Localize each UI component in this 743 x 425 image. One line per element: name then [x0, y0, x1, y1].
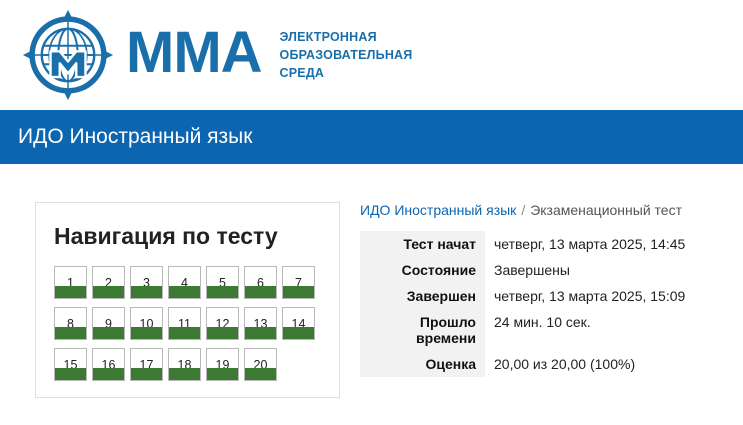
question-nav-button[interactable]: 1 — [54, 266, 87, 299]
question-state-indicator — [283, 327, 314, 339]
question-state-indicator — [131, 327, 162, 339]
question-state-indicator — [245, 327, 276, 339]
question-nav-button[interactable]: 14 — [282, 307, 315, 340]
summary-row-label: Тест начат — [360, 231, 485, 257]
question-nav-button[interactable]: 17 — [130, 348, 163, 381]
page-title: ИДО Иностранный язык — [18, 125, 253, 148]
question-nav-number: 8 — [67, 316, 74, 331]
question-nav-button[interactable]: 12 — [206, 307, 239, 340]
question-nav-number: 4 — [181, 275, 188, 290]
table-row: Оценка 20,00 из 20,00 (100%) — [360, 351, 743, 377]
question-state-indicator — [55, 368, 86, 380]
summary-row-value: Завершены — [485, 257, 743, 283]
table-row: Прошло времени 24 мин. 10 сек. — [360, 309, 743, 351]
question-state-indicator — [207, 327, 238, 339]
question-state-indicator — [169, 368, 200, 380]
question-nav-button[interactable]: 7 — [282, 266, 315, 299]
quiz-navigation-region: Навигация по тесту 1 2 3 4 5 6 7 8 9 10 11 12 13 14 15… — [0, 202, 340, 398]
brand-tagline: ЭЛЕКТРОННАЯ ОБРАЗОВАТЕЛЬНАЯ СРЕДА — [280, 29, 413, 82]
summary-row-label: Прошло времени — [360, 309, 485, 351]
question-nav-number: 6 — [257, 275, 264, 290]
summary-row-label: Состояние — [360, 257, 485, 283]
table-row: Состояние Завершены — [360, 257, 743, 283]
main-content-column: ИДО Иностранный язык / Экзаменационный тес… — [340, 202, 743, 377]
question-state-indicator — [93, 327, 124, 339]
question-nav-number: 1 — [67, 275, 74, 290]
question-nav-button[interactable]: 4 — [168, 266, 201, 299]
question-state-indicator — [93, 286, 124, 298]
question-nav-button[interactable]: 5 — [206, 266, 239, 299]
question-nav-button[interactable]: 18 — [168, 348, 201, 381]
question-state-indicator — [245, 286, 276, 298]
summary-row-value: четверг, 13 марта 2025, 14:45 — [485, 231, 743, 257]
question-nav-button[interactable]: 19 — [206, 348, 239, 381]
question-nav-button[interactable]: 8 — [54, 307, 87, 340]
quiz-navigation-title: Навигация по тесту — [54, 223, 278, 249]
brand-tagline-line-2: ОБРАЗОВАТЕЛЬНАЯ — [279, 48, 413, 63]
summary-row-label: Завершен — [360, 283, 485, 309]
breadcrumb-current: Экзаменационный тест — [530, 202, 682, 218]
page-body: Навигация по тесту 1 2 3 4 5 6 7 8 9 10 11 12 13 14 15… — [0, 164, 743, 398]
breadcrumb-separator: / — [521, 202, 526, 218]
question-nav-button[interactable]: 3 — [130, 266, 163, 299]
brand-wordmark: ММА — [126, 20, 263, 85]
question-nav-number: 7 — [295, 275, 302, 290]
question-state-indicator — [55, 327, 86, 339]
question-state-indicator — [55, 286, 86, 298]
question-nav-button[interactable]: 13 — [244, 307, 277, 340]
question-nav-number: 2 — [105, 275, 112, 290]
question-state-indicator — [169, 286, 200, 298]
brand-tagline-line-3: СРЕДА — [279, 65, 325, 80]
table-row: Тест начат четверг, 13 марта 2025, 14:45 — [360, 231, 743, 257]
question-number-grid: 1 2 3 4 5 6 7 8 9 10 11 12 13 14 15 16 17 18 19 20 — [54, 266, 323, 381]
question-nav-button[interactable]: 10 — [130, 307, 163, 340]
attempt-summary-table: Тест начат четверг, 13 марта 2025, 14:45 С… — [360, 231, 743, 377]
globe-compass-logo-icon — [22, 9, 114, 101]
question-state-indicator — [93, 368, 124, 380]
question-state-indicator — [131, 286, 162, 298]
question-state-indicator — [207, 368, 238, 380]
question-state-indicator — [131, 368, 162, 380]
question-state-indicator — [207, 286, 238, 298]
question-state-indicator — [169, 327, 200, 339]
question-nav-button[interactable]: 15 — [54, 348, 87, 381]
summary-row-value: 20,00 из 20,00 (100%) — [485, 351, 743, 377]
question-nav-button[interactable]: 2 — [92, 266, 125, 299]
summary-row-value: четверг, 13 марта 2025, 15:09 — [485, 283, 743, 309]
question-nav-button[interactable]: 11 — [168, 307, 201, 340]
summary-row-value: 24 мин. 10 сек. — [485, 309, 743, 351]
question-nav-button[interactable]: 9 — [92, 307, 125, 340]
question-state-indicator — [283, 286, 314, 298]
attempt-summary-body: Тест начат четверг, 13 марта 2025, 14:45 С… — [360, 231, 743, 377]
breadcrumb: ИДО Иностранный язык / Экзаменационный тес… — [360, 202, 743, 231]
question-nav-number: 5 — [219, 275, 226, 290]
question-state-indicator — [245, 368, 276, 380]
question-nav-number: 3 — [143, 275, 150, 290]
quiz-navigation-panel: Навигация по тесту 1 2 3 4 5 6 7 8 9 10 11 12 13 14 15… — [35, 202, 340, 398]
question-nav-number: 9 — [105, 316, 112, 331]
brand-tagline-line-1: ЭЛЕКТРОННАЯ — [279, 30, 377, 45]
course-header-bar: ИДО Иностранный язык — [0, 110, 743, 164]
summary-row-label: Оценка — [360, 351, 485, 377]
table-row: Завершен четверг, 13 марта 2025, 15:09 — [360, 283, 743, 309]
question-nav-button[interactable]: 20 — [244, 348, 277, 381]
breadcrumb-link[interactable]: ИДО Иностранный язык — [360, 202, 517, 218]
question-nav-button[interactable]: 6 — [244, 266, 277, 299]
question-nav-button[interactable]: 16 — [92, 348, 125, 381]
brand-header: ММА ЭЛЕКТРОННАЯ ОБРАЗОВАТЕЛЬНАЯ СРЕДА — [0, 0, 743, 110]
